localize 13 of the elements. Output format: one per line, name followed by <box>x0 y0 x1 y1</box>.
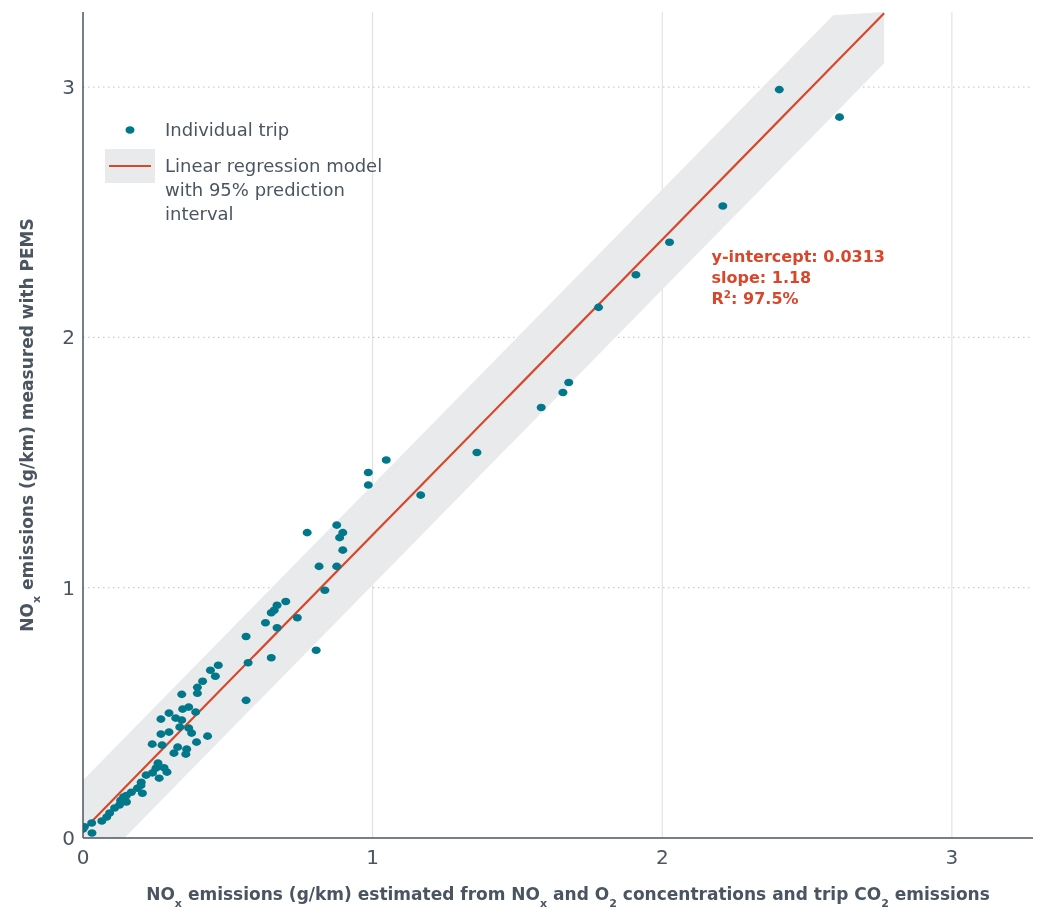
x-tick-label: 1 <box>366 845 379 869</box>
annotation: slope: 1.18 <box>711 268 812 288</box>
x-tick-label: 3 <box>945 845 959 869</box>
legend-label: Individual trip <box>165 119 290 140</box>
y-tick-label: 3 <box>62 75 75 100</box>
y-tick-label: 2 <box>62 325 75 350</box>
x-tick-label: 2 <box>655 845 669 869</box>
annotation: R$^{2}$: 97.5% <box>711 288 799 309</box>
annotation: y-intercept: 0.0313 <box>711 247 885 267</box>
y-tick-label: 1 <box>62 575 75 600</box>
y-tick-label: 0 <box>62 826 75 850</box>
legend-label: Linear regression model with 95% prediction interval <box>165 155 383 224</box>
text: NO$_{x}$ emissions (g/km) estimated from NO$_{x}$ and O$_{2}$ concentrations and trip CO$_{2}$ emissions <box>146 884 990 910</box>
